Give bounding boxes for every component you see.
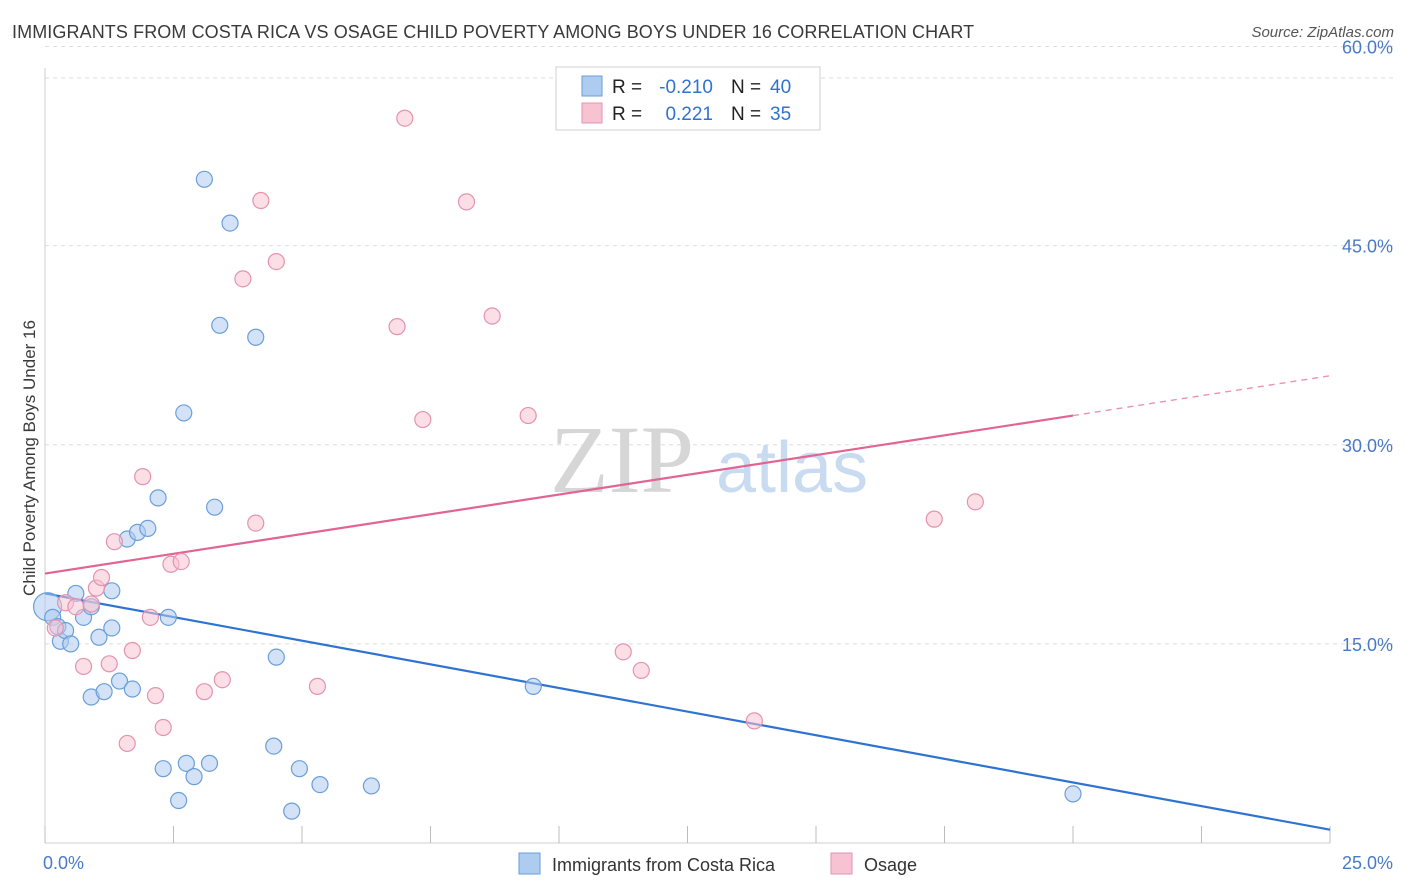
blue-data-point (206, 498, 224, 516)
stats-r-label-pink: R = (612, 104, 647, 125)
source-credit: Source: ZipAtlas.com (1251, 24, 1394, 41)
pink-data-point (519, 406, 537, 425)
pink-data-point (92, 568, 111, 587)
pink-data-point (172, 552, 190, 571)
stats-legend: R = -0.210 N = 40 R = 0.221 N = 35 (555, 66, 821, 131)
blue-data-point (1064, 785, 1082, 803)
legend-swatch-pink (830, 852, 853, 875)
legend-swatch-blue (518, 852, 541, 875)
blue-data-point (200, 754, 219, 772)
blue-data-point (283, 802, 301, 820)
blue-data-point (103, 619, 121, 637)
stats-r-label-blue: R = (612, 77, 647, 98)
pink-data-point (247, 514, 265, 532)
blue-data-point (311, 775, 329, 794)
pink-data-point (396, 109, 414, 127)
blue-data-point (221, 214, 239, 232)
x-tick-label: 0.0% (43, 853, 84, 873)
pink-data-point (213, 671, 231, 689)
blue-data-point (154, 760, 172, 778)
pink-data-point (82, 595, 100, 613)
pink-trend-extension (1072, 375, 1331, 417)
pink-data-point (234, 270, 252, 288)
pink-data-point (67, 598, 85, 616)
blue-data-point (524, 677, 542, 695)
watermark-atlas: atlas (716, 428, 868, 508)
pink-data-point (154, 718, 172, 737)
blue-data-point (103, 582, 121, 600)
blue-data-point (149, 489, 167, 507)
pink-data-point (252, 191, 270, 210)
pink-data-point (118, 734, 136, 753)
legend-label-blue: Immigrants from Costa Rica (552, 855, 776, 875)
pink-data-point (195, 683, 213, 701)
y-tick-label: 30.0% (1342, 436, 1393, 456)
chart-title: IMMIGRANTS FROM COSTA RICA VS OSAGE CHIL… (12, 22, 975, 42)
pink-data-point (100, 655, 118, 673)
blue-data-point (211, 316, 229, 334)
blue-data-point (170, 791, 188, 810)
trend-lines (44, 375, 1331, 831)
y-tick-label: 60.0% (1342, 38, 1393, 58)
pink-data-point (105, 533, 123, 551)
data-points (32, 109, 1082, 820)
blue-data-point (267, 648, 285, 666)
pink-trend-line (44, 414, 1074, 575)
stats-swatch-blue (581, 75, 603, 97)
pink-data-point (123, 641, 141, 660)
stats-n-value-blue: 40 (770, 77, 791, 98)
grid-lines (45, 46, 1395, 645)
y-axis-label: Child Poverty Among Boys Under 16 (20, 320, 39, 596)
watermark-zip: ZIP (550, 406, 694, 513)
blue-trend-line (44, 592, 1331, 831)
pink-data-point (414, 410, 432, 429)
blue-data-point (90, 628, 108, 646)
bottom-legend: Immigrants from Costa Rica Osage (518, 852, 917, 875)
blue-data-point (362, 777, 380, 795)
pink-data-point (483, 307, 501, 325)
stats-n-label-blue: N = (731, 77, 766, 98)
stats-swatch-pink (581, 102, 603, 124)
pink-data-point (614, 643, 632, 661)
pink-data-point (457, 193, 476, 211)
blue-data-point (185, 768, 203, 786)
pink-data-point (966, 493, 984, 511)
blue-data-point (139, 519, 157, 538)
y-tick-label: 15.0% (1342, 635, 1393, 655)
blue-data-point (62, 635, 80, 653)
blue-data-point (123, 680, 141, 698)
pink-data-point (388, 318, 406, 336)
stats-n-value-pink: 35 (770, 104, 791, 125)
pink-data-point (632, 661, 650, 680)
pink-data-point (745, 712, 763, 730)
blue-data-point (265, 737, 283, 755)
stats-r-value-blue: -0.210 (659, 77, 713, 98)
blue-data-point (175, 404, 193, 422)
stats-r-value-pink: 0.221 (665, 104, 713, 125)
pink-data-point (134, 468, 152, 486)
pink-data-point (46, 619, 64, 637)
watermark: ZIP atlas (550, 406, 868, 513)
pink-data-point (141, 608, 159, 626)
x-tick-label: 25.0% (1342, 853, 1393, 873)
pink-data-point (267, 252, 285, 271)
pink-data-point (308, 677, 327, 695)
blue-data-point (159, 608, 177, 626)
blue-data-point (247, 328, 265, 346)
pink-data-point (74, 657, 93, 676)
tick-labels: 15.0% 30.0% 45.0% 60.0% 0.0% 25.0% (43, 38, 1393, 873)
blue-data-point (195, 170, 213, 188)
blue-data-point (177, 754, 195, 772)
blue-data-point (290, 760, 309, 778)
stats-n-label-pink: N = (731, 104, 766, 125)
pink-data-point (925, 510, 943, 528)
legend-label-pink: Osage (864, 855, 917, 875)
blue-data-point (110, 672, 129, 690)
axes (44, 68, 1331, 844)
pink-data-point (146, 687, 165, 705)
blue-data-point (95, 683, 113, 701)
y-tick-label: 45.0% (1342, 237, 1393, 257)
